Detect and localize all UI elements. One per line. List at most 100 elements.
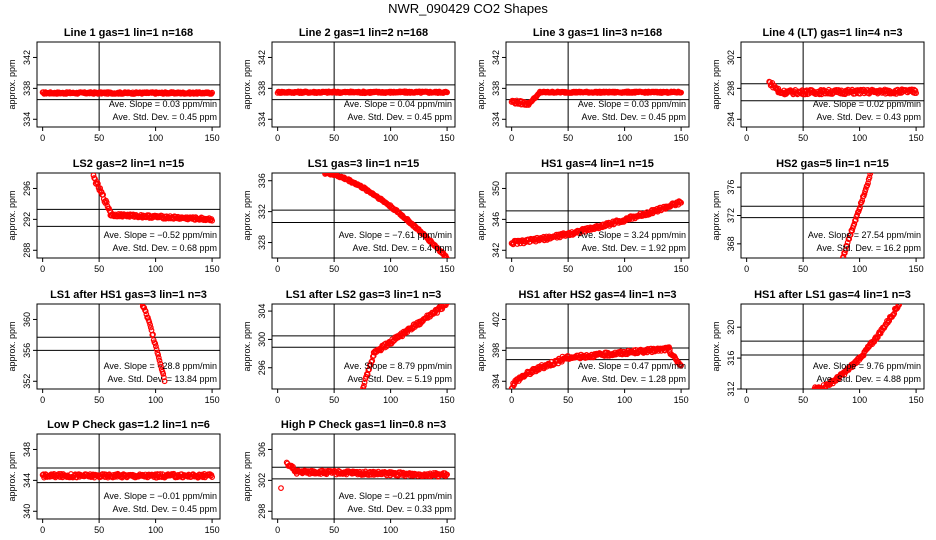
slope-annotation: Ave. Slope = −0.21 ppm/min (339, 491, 452, 501)
x-tick-label: 0 (509, 264, 514, 274)
x-tick-label: 50 (563, 133, 573, 143)
y-tick-label: 350 (491, 181, 501, 196)
slope-annotation: Ave. Slope = 0.03 ppm/min (578, 99, 686, 109)
data-point (147, 324, 154, 331)
data-points (508, 198, 684, 248)
y-tick-label: 332 (257, 204, 267, 219)
data-point (157, 360, 164, 367)
data-point (874, 334, 881, 341)
x-tick-label: 0 (275, 264, 280, 274)
x-tick-label: 50 (798, 264, 808, 274)
y-tick-label: 296 (257, 360, 267, 375)
slope-annotation: Ave. Slope = 0.04 ppm/min (344, 99, 452, 109)
x-tick-label: 150 (909, 264, 924, 274)
x-tick-label: 100 (148, 525, 163, 535)
data-points (278, 459, 451, 492)
chart-title: HS2 gas=5 lin=1 n=15 (776, 158, 889, 170)
chart-panel: Line 2 gas=1 lin=2 n=168 0 50 100 150 334 338 3… (242, 27, 456, 143)
x-tick-label: 0 (509, 133, 514, 143)
data-points (274, 88, 451, 97)
y-axis-label: approx. ppm (7, 451, 17, 501)
data-point (849, 227, 855, 234)
y-axis-label: approx. ppm (476, 59, 486, 109)
y-axis-label: approx. ppm (476, 321, 486, 371)
x-tick-label: 0 (509, 395, 514, 405)
data-point (155, 354, 162, 361)
plot-frame (505, 172, 690, 259)
y-tick-label: 294 (726, 112, 736, 127)
data-point (444, 471, 451, 478)
y-tick-label: 300 (257, 332, 267, 347)
data-point (158, 363, 164, 370)
y-tick-label: 398 (491, 343, 501, 358)
data-point (155, 351, 162, 358)
chart-panel: Low P Check gas=1.2 lin=1 n=6 0 50 100 150 34… (7, 419, 221, 535)
plot-frame (36, 172, 221, 259)
data-points (811, 304, 902, 389)
x-tick-label: 100 (148, 395, 163, 405)
x-tick-label: 150 (440, 395, 455, 405)
std-dev-annotation: Ave. Std. Dev. = 0.43 ppm (817, 112, 921, 122)
y-tick-label: 340 (22, 504, 32, 519)
data-point (855, 209, 861, 216)
y-tick-label: 352 (22, 374, 32, 389)
y-tick-label: 312 (726, 381, 736, 396)
x-tick-label: 50 (94, 264, 104, 274)
x-tick-label: 0 (744, 133, 749, 143)
x-tick-label: 0 (744, 264, 749, 274)
data-point (153, 346, 160, 353)
data-point (160, 374, 167, 381)
data-point (156, 357, 163, 364)
y-axis-label: approx. ppm (476, 190, 486, 240)
x-tick-label: 50 (94, 395, 104, 405)
slope-annotation: Ave. Slope = 9.76 ppm/min (813, 361, 921, 371)
plot-frame (740, 41, 925, 128)
data-point (150, 331, 156, 338)
x-tick-label: 0 (40, 525, 45, 535)
x-tick-label: 50 (798, 395, 808, 405)
x-tick-label: 100 (148, 264, 163, 274)
y-tick-label: 336 (257, 173, 267, 188)
y-tick-label: 320 (726, 320, 736, 335)
x-tick-label: 50 (94, 525, 104, 535)
x-tick-label: 0 (40, 395, 45, 405)
data-point (142, 308, 149, 315)
data-point (152, 343, 159, 350)
x-tick-label: 50 (329, 525, 339, 535)
x-tick-label: 150 (674, 264, 689, 274)
data-points (139, 304, 168, 385)
x-tick-label: 100 (617, 264, 632, 274)
reference-lines (37, 304, 220, 389)
data-point (106, 205, 112, 212)
data-point (98, 188, 105, 195)
chart-panel: LS1 after LS2 gas=3 lin=1 n=3 0 50 100 150 29… (242, 289, 456, 405)
chart-title: LS1 after HS1 gas=3 lin=1 n=3 (50, 289, 207, 301)
y-tick-label: 368 (726, 236, 736, 251)
chart-title: LS1 after LS2 gas=3 lin=1 n=3 (286, 289, 442, 301)
y-tick-label: 342 (22, 50, 32, 65)
y-axis-label: approx. ppm (711, 59, 721, 109)
chart-panel: Line 4 (LT) gas=1 lin=4 n=3 0 50 100 150 294 2… (711, 27, 925, 143)
x-tick-label: 100 (383, 525, 398, 535)
chart-panel: High P Check gas=1 lin=0.8 n=3 0 50 100 150 2… (242, 419, 456, 535)
data-point (913, 90, 919, 96)
x-tick-label: 150 (205, 133, 220, 143)
y-axis-label: approx. ppm (242, 59, 252, 109)
chart-panel: HS2 gas=5 lin=1 n=15 0 50 100 150 368 372 376 ap… (711, 158, 925, 274)
slope-annotation: Ave. Slope = −7.61 ppm/min (339, 230, 452, 240)
data-point (209, 89, 216, 96)
chart-panel: Line 1 gas=1 lin=1 n=168 0 50 100 150 334 338 3… (7, 27, 221, 143)
data-points (508, 88, 684, 108)
data-point (444, 89, 451, 96)
chart-panel: HS1 after HS2 gas=4 lin=1 n=3 0 50 100 150 39… (476, 289, 690, 405)
plot-frame (271, 172, 456, 259)
x-tick-label: 100 (617, 133, 632, 143)
chart-title: LS2 gas=2 lin=1 n=15 (73, 158, 185, 170)
x-tick-label: 100 (383, 264, 398, 274)
y-tick-label: 402 (491, 312, 501, 327)
chart-panel: HS1 gas=4 lin=1 n=15 0 50 100 150 342 346 350 ap… (476, 158, 690, 274)
data-point (278, 485, 284, 492)
y-tick-label: 288 (22, 243, 32, 258)
slope-annotation: Ave. Slope = 0.03 ppm/min (109, 99, 217, 109)
